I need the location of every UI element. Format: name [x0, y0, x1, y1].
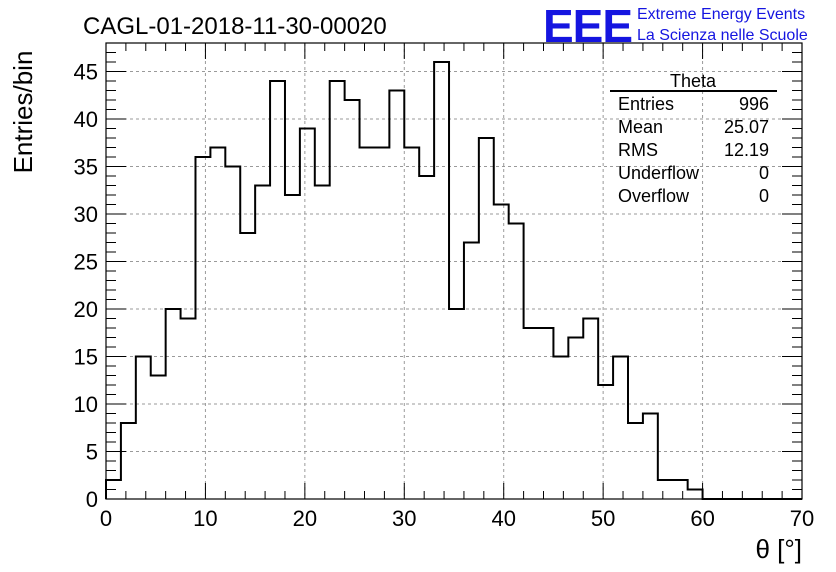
stats-value: 0	[759, 163, 769, 183]
y-tick-label: 40	[74, 107, 98, 132]
eee-logo: EEE Extreme Energy Events La Scienza nel…	[543, 0, 808, 52]
x-tick-label: 0	[100, 506, 112, 531]
x-tick-label: 30	[392, 506, 416, 531]
y-tick-label: 0	[86, 487, 98, 512]
stats-label: Entries	[618, 94, 674, 114]
y-tick-label: 25	[74, 250, 98, 275]
logo-line-1: Extreme Energy Events	[637, 6, 805, 23]
x-tick-label: 20	[293, 506, 317, 531]
y-tick-label: 10	[74, 392, 98, 417]
x-tick-label: 50	[591, 506, 615, 531]
stats-label: RMS	[618, 140, 658, 160]
stats-title: Theta	[670, 71, 717, 91]
y-tick-label: 35	[74, 155, 98, 180]
y-tick-label: 20	[74, 297, 98, 322]
stats-value: 25.07	[724, 117, 769, 137]
y-axis-title: Entries/bin	[8, 51, 38, 174]
logo-mark: EEE	[543, 0, 632, 52]
stats-label: Mean	[618, 117, 663, 137]
y-tick-label: 15	[74, 345, 98, 370]
logo-line-2: La Scienza nelle Scuole	[637, 27, 808, 44]
stats-value: 12.19	[724, 140, 769, 160]
y-tick-label: 5	[86, 440, 98, 465]
stats-value: 0	[759, 186, 769, 206]
stats-label: Overflow	[618, 186, 690, 206]
chart-title: CAGL-01-2018-11-30-00020	[83, 13, 387, 40]
x-tick-label: 40	[491, 506, 515, 531]
histogram-series	[105, 61, 802, 500]
stats-value: 996	[739, 94, 769, 114]
x-axis-title: θ [°]	[755, 534, 802, 564]
x-tick-label: 60	[690, 506, 714, 531]
stats-box: Theta Entries 996 Mean 25.07 RMS 12.19 Underfl…	[610, 71, 777, 206]
stats-label: Underflow	[618, 163, 700, 183]
axis-ticks	[105, 43, 803, 500]
x-tick-label: 70	[790, 506, 814, 531]
y-tick-label: 30	[74, 202, 98, 227]
x-tick-label: 10	[193, 506, 217, 531]
plot-frame	[105, 42, 803, 500]
tick-labels: 0 10 20 30 40 50 60 70 0 5 10 15 20 25 30 35 40 45	[74, 60, 815, 532]
y-tick-label: 45	[74, 60, 98, 85]
grid-lines	[106, 43, 802, 499]
